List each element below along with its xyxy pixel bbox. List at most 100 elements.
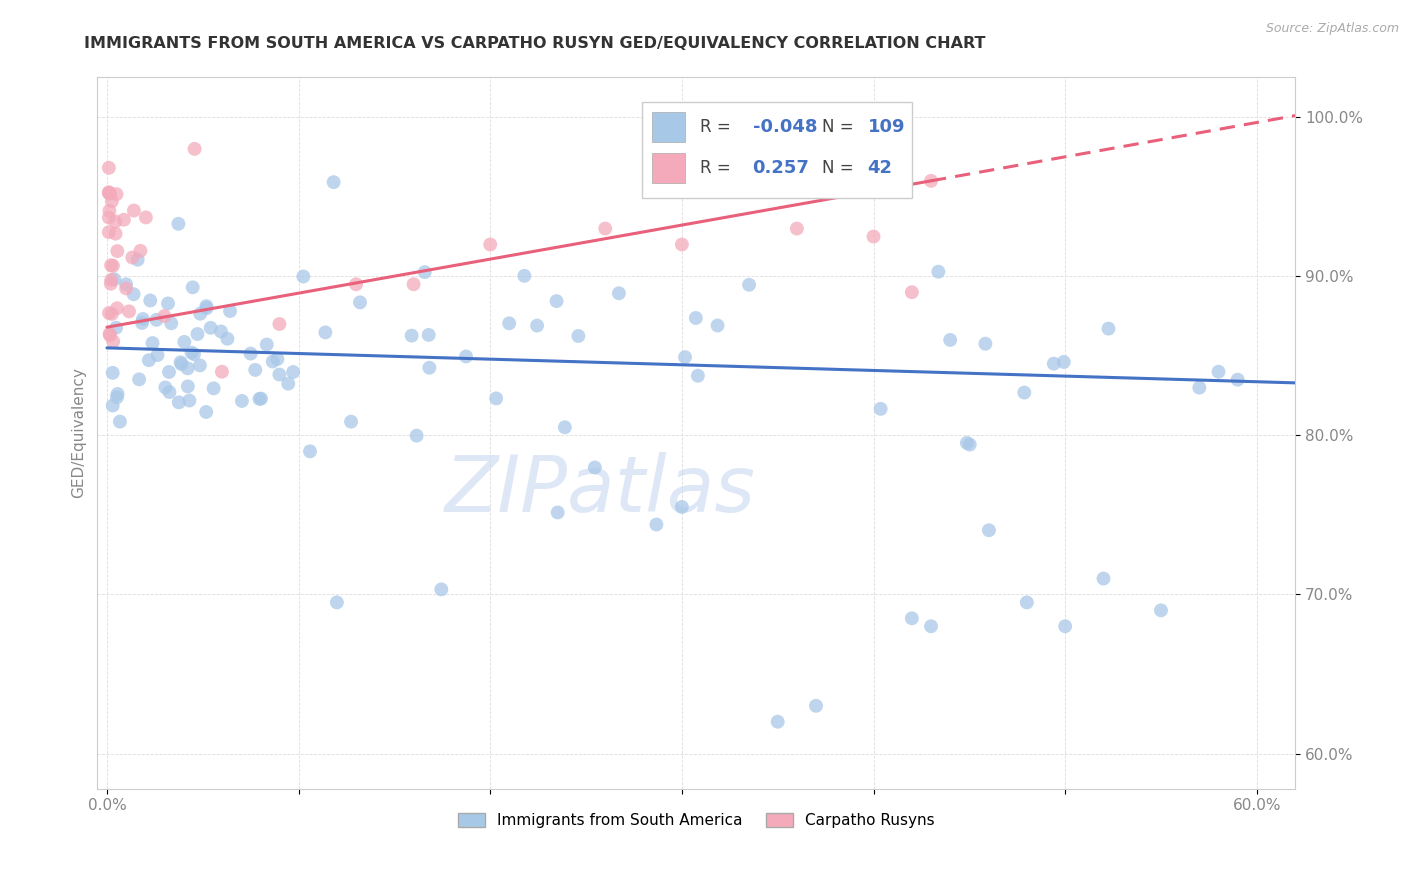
Point [326,595,349,609]
Point [98,186,121,201]
Point [101,194,124,209]
Point [685,311,707,326]
Point [738,277,761,292]
Point [121,251,143,265]
Point [786,221,808,235]
Point [202,381,225,395]
Point [211,365,233,379]
Point [583,460,606,475]
Point [98,306,121,320]
Point [485,392,508,406]
Point [167,217,190,231]
Point [567,329,589,343]
Point [145,313,167,327]
Point [104,214,127,228]
Point [188,359,211,373]
Point [188,307,211,321]
Point [686,368,709,383]
Point [554,420,576,434]
Point [160,316,183,330]
Y-axis label: GED/Equivalency: GED/Equivalency [72,368,86,499]
Point [105,301,128,316]
Point [103,334,125,349]
Text: 109: 109 [868,119,905,136]
Point [101,259,124,273]
Point [250,392,273,406]
Point [1053,355,1076,369]
Point [862,229,884,244]
Point [1014,385,1036,400]
Point [200,321,222,335]
Point [245,363,267,377]
Point [180,345,202,359]
Point [98,203,121,218]
Point [176,361,198,376]
Point [498,316,520,330]
Point [298,444,321,458]
Point [112,212,135,227]
Point [262,354,284,368]
Point [513,268,536,283]
Point [183,142,205,156]
Point [181,280,204,294]
Point [159,385,181,400]
Point [430,582,453,597]
Point [100,277,122,291]
Point [901,285,924,300]
Point [1208,365,1230,379]
Text: N =: N = [823,119,859,136]
Point [901,611,924,625]
Point [231,393,253,408]
Point [256,337,278,351]
Point [127,252,149,267]
Point [97,186,120,201]
Point [959,437,981,451]
Point [138,353,160,368]
Point [593,221,616,235]
Point [104,227,127,241]
Point [169,355,191,369]
Point [103,272,125,286]
Text: IMMIGRANTS FROM SOUTH AMERICA VS CARPATHO RUSYN GED/EQUIVALENCY CORRELATION CHAR: IMMIGRANTS FROM SOUTH AMERICA VS CARPATH… [84,36,986,51]
Point [418,360,440,375]
Point [927,265,949,279]
Point [292,269,315,284]
Point [195,301,218,315]
Point [977,523,1000,537]
Point [118,304,141,318]
Point [209,325,232,339]
Point [322,175,344,189]
Legend: Immigrants from South America, Carpatho Rusyns: Immigrants from South America, Carpatho … [451,807,941,834]
Point [673,350,696,364]
Point [277,376,299,391]
Point [167,395,190,409]
Point [1042,357,1064,371]
Point [179,393,201,408]
Point [526,318,548,333]
Point [186,326,208,341]
Point [131,316,153,330]
Point [546,294,568,309]
Point [107,387,129,401]
Point [401,328,423,343]
Point [195,405,218,419]
Point [1150,603,1173,617]
Point [645,517,668,532]
Point [97,161,120,175]
Point [173,334,195,349]
Point [249,392,271,406]
Point [101,307,124,321]
Point [135,211,157,225]
Point [479,237,502,252]
Text: ZIPatlas: ZIPatlas [444,452,756,528]
Point [266,352,288,367]
Point [239,346,262,360]
Point [344,277,367,292]
Point [1188,381,1211,395]
Point [100,273,122,287]
Point [101,366,124,380]
Text: Source: ZipAtlas.com: Source: ZipAtlas.com [1265,22,1399,36]
Point [105,390,128,404]
Point [122,203,145,218]
Point [939,333,962,347]
